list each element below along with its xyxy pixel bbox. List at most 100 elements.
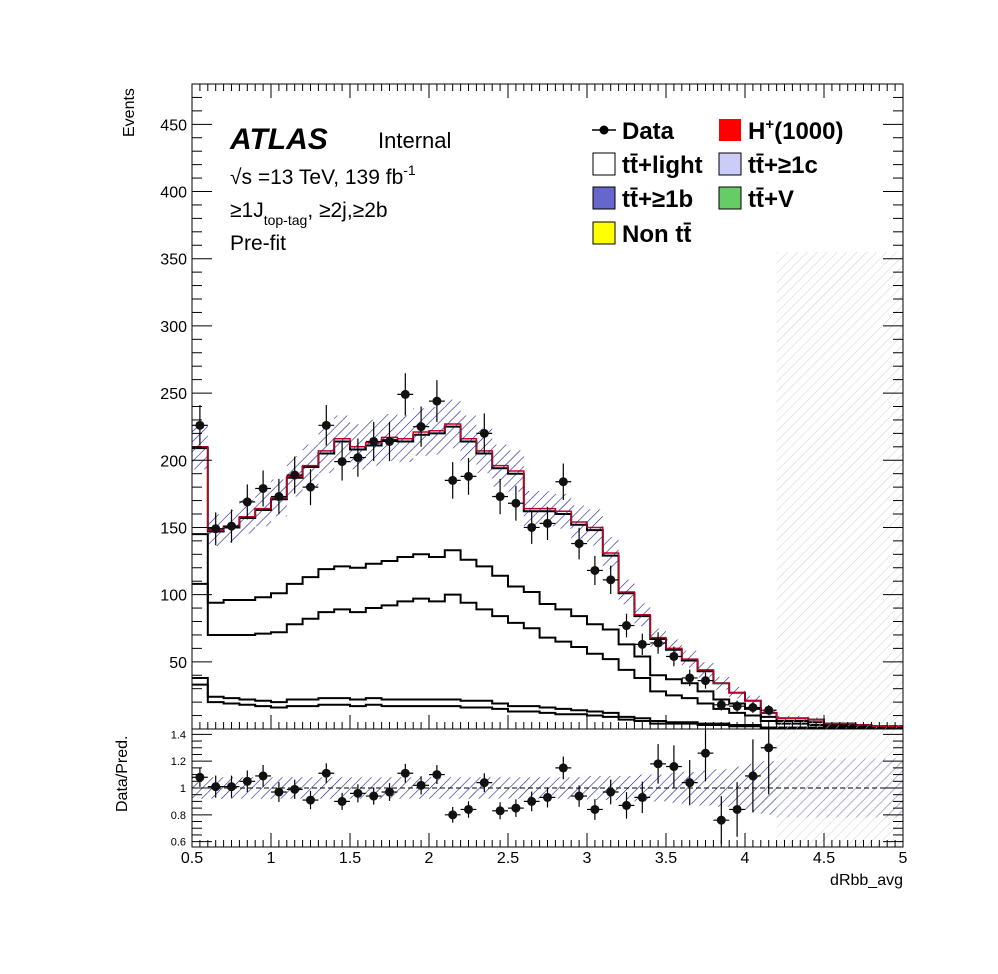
data-point xyxy=(239,484,256,520)
uncertainty-bin xyxy=(318,428,335,474)
y-axis-title: Events xyxy=(121,88,138,137)
ratio-marker xyxy=(448,810,458,820)
y-tick-label: 150 xyxy=(160,520,187,537)
legend-nontt: Non tt̄ xyxy=(592,221,691,248)
data-point xyxy=(618,613,635,638)
ratio-point xyxy=(555,756,572,780)
outline-ttv xyxy=(192,676,903,729)
data-point xyxy=(760,705,777,716)
y-tick-label: 450 xyxy=(160,117,187,134)
ratio-marker xyxy=(400,768,410,778)
data-marker xyxy=(732,701,742,711)
legend-ttlight: tt̄+light xyxy=(592,152,703,179)
ratio-marker xyxy=(606,787,616,797)
ratio-point xyxy=(302,790,319,810)
ratio-marker xyxy=(543,792,552,802)
data-point xyxy=(255,470,271,507)
data-marker xyxy=(385,436,394,446)
ratio-point xyxy=(760,729,777,795)
ratio-point xyxy=(650,744,666,784)
ratio-point xyxy=(634,781,651,814)
ratio-point xyxy=(492,802,508,820)
ratio-tick-label: 1 xyxy=(180,783,186,795)
energy-lumi-label: √s =13 TeV, 139 fb-1 xyxy=(230,162,416,189)
ratio-tick-label: 1.4 xyxy=(171,729,186,741)
signal-superscript: + xyxy=(765,116,774,133)
ratio-y-axis-ticks: 0.6 0.8 1 1.2 1.4 xyxy=(171,729,903,849)
data-marker xyxy=(258,483,268,493)
ratio-point xyxy=(697,729,714,782)
ratio-marker xyxy=(495,806,505,816)
ratio-point xyxy=(508,799,524,817)
data-point xyxy=(681,669,698,687)
uncertainty-bin xyxy=(508,450,524,492)
data-point xyxy=(729,700,745,712)
data-point xyxy=(666,646,682,667)
selection-label: ≥1Jtop-tag, ≥2j,≥2b xyxy=(230,199,388,228)
x-tick-label: 0.5 xyxy=(181,850,203,867)
ratio-marker xyxy=(385,787,394,797)
data-marker xyxy=(274,492,284,502)
data-point xyxy=(476,413,493,454)
data-marker xyxy=(495,492,505,502)
ratio-marker xyxy=(748,771,758,781)
tt1c-swatch xyxy=(718,152,742,176)
uncertainty-bin xyxy=(334,415,350,462)
data-point xyxy=(302,469,319,506)
ratio-marker xyxy=(337,796,347,806)
data-point xyxy=(318,405,335,446)
ratio-marker xyxy=(353,788,363,798)
data-point xyxy=(555,463,572,500)
signal-swatch xyxy=(719,119,741,141)
data-point xyxy=(508,485,524,521)
lumi-superscript: -1 xyxy=(403,162,416,178)
data-marker xyxy=(653,638,663,648)
data-marker xyxy=(622,621,631,631)
uncertainty-bin xyxy=(587,509,603,546)
main-plot-area: 50 100 150 200 250 300 350 400 450 xyxy=(160,83,904,730)
x-tick-label: 1 xyxy=(267,850,276,867)
ttV-swatch xyxy=(718,186,742,210)
x-tick-label: 3 xyxy=(583,850,592,867)
uncertainty-bin xyxy=(523,491,540,527)
data-marker xyxy=(464,471,473,481)
tt1b-swatch xyxy=(592,186,616,210)
data-point xyxy=(650,632,666,654)
x-tick-label: 2 xyxy=(425,850,434,867)
data-marker xyxy=(211,524,221,534)
data-point xyxy=(413,406,429,447)
legend-nontt-label: Non tt̄ xyxy=(622,221,691,248)
data-marker xyxy=(432,396,442,406)
data-marker xyxy=(574,539,584,549)
ratio-marker xyxy=(432,770,442,780)
uncertainty-bin xyxy=(492,444,508,487)
ratio-marker xyxy=(306,795,315,805)
ratio-marker xyxy=(511,803,521,813)
experiment-label: ATLAS xyxy=(229,123,328,156)
ratio-point xyxy=(681,760,698,806)
signal-mass: (1000) xyxy=(774,118,843,145)
ratio-marker xyxy=(574,791,584,801)
data-point xyxy=(444,462,461,499)
data-marker xyxy=(716,700,726,710)
y-tick-label: 100 xyxy=(160,588,187,605)
ratio-marker xyxy=(622,800,631,810)
ratio-point xyxy=(239,770,256,793)
signal-name: H xyxy=(748,118,765,145)
uncertainty-bin xyxy=(745,695,761,706)
data-point xyxy=(365,421,382,462)
data-point xyxy=(571,527,587,560)
ratio-uncertainty-bin xyxy=(334,777,350,799)
ratio-point xyxy=(381,783,398,801)
ratio-uncertainty-bin xyxy=(302,777,319,799)
data-marker xyxy=(606,575,616,585)
data-marker xyxy=(558,477,568,487)
ratio-point xyxy=(666,745,682,788)
ratio-tick-label: 0.6 xyxy=(171,837,186,849)
data-point xyxy=(602,565,619,595)
data-marker xyxy=(511,498,521,508)
ratio-marker xyxy=(242,776,252,786)
legend-ttV-label: tt̄+V xyxy=(748,186,794,213)
data-marker xyxy=(290,470,300,480)
